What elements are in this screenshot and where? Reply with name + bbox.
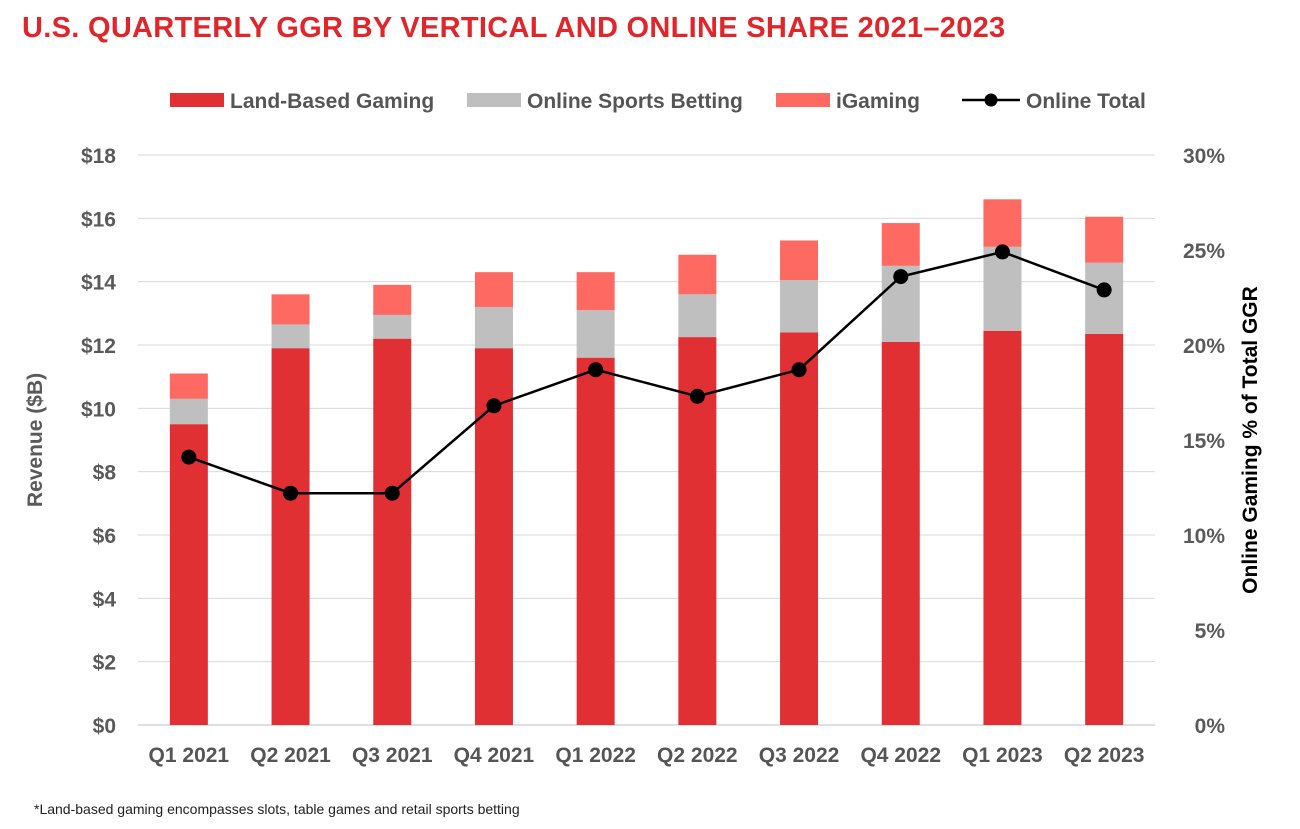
x-tick-label: Q1 2022 (555, 744, 636, 767)
bar-online-sports-betting (169, 398, 208, 425)
bar-online-sports-betting (678, 294, 717, 338)
bar-igaming (271, 294, 310, 325)
y-tick-label: $16 (81, 208, 116, 231)
bar-land-based-gaming (576, 357, 615, 725)
x-tick-label: Q3 2022 (759, 744, 840, 767)
x-tick-label: Q2 2021 (250, 744, 331, 767)
legend-label-igaming: iGaming (836, 90, 920, 113)
footnote: *Land-based gaming encompasses slots, ta… (34, 801, 520, 817)
bar-land-based-gaming (373, 338, 412, 725)
y2-axis-ticks: 0% 5% 10% 15% 20% 25% 30% (1183, 145, 1225, 738)
bar-igaming (373, 284, 412, 315)
y2-tick-label: 15% (1183, 430, 1225, 453)
y-axis-ticks: $0 $2 $4 $6 $8 $10 $12 $14 $16 $18 (81, 145, 116, 738)
bar-land-based-gaming (881, 341, 920, 725)
bar-igaming (576, 272, 615, 311)
x-tick-label: Q4 2022 (860, 744, 941, 767)
bar-igaming (780, 240, 819, 281)
bar-land-based-gaming (1085, 333, 1124, 725)
x-tick-label: Q2 2022 (657, 744, 738, 767)
bar-igaming (983, 199, 1022, 247)
x-axis-ticks: Q1 2021 Q2 2021 Q3 2021 Q4 2021 Q1 2022 Q2 20… (149, 744, 1145, 767)
bar-online-sports-betting (1085, 262, 1124, 334)
x-tick-label: Q1 2021 (149, 744, 230, 767)
chart-title: U.S. QUARTERLY GGR BY VERTICAL AND ONLIN… (22, 12, 1006, 44)
x-tick-label: Q4 2021 (454, 744, 535, 767)
y-tick-label: $14 (81, 272, 116, 295)
y2-tick-label: 0% (1195, 715, 1226, 738)
legend-swatch-online-sports-betting (467, 93, 521, 107)
bar-land-based-gaming (271, 348, 310, 725)
legend-swatch-igaming (776, 93, 830, 107)
bar-online-sports-betting (780, 280, 819, 333)
y-tick-label: $4 (93, 588, 117, 611)
x-tick-label: Q3 2021 (352, 744, 433, 767)
online-total-point (384, 485, 400, 501)
legend-label-online-total: Online Total (1026, 90, 1146, 113)
online-total-point (994, 244, 1010, 260)
bar-igaming (1085, 216, 1124, 263)
legend: Land-Based Gaming Online Sports Betting iG… (170, 90, 1146, 113)
bar-igaming (474, 272, 513, 307)
bar-land-based-gaming (169, 424, 208, 725)
y2-tick-label: 20% (1183, 335, 1225, 358)
y-tick-label: $12 (81, 335, 116, 358)
online-total-point (1096, 282, 1112, 298)
y-tick-label: $0 (93, 715, 116, 738)
y2-tick-label: 25% (1183, 240, 1225, 263)
legend-marker-online-total (984, 93, 998, 107)
y-tick-label: $6 (93, 525, 116, 548)
online-total-point (588, 362, 604, 378)
y2-tick-label: 10% (1183, 525, 1225, 548)
online-total-line (188, 250, 1105, 495)
online-total-point (689, 388, 705, 404)
bar-online-sports-betting (474, 307, 513, 349)
online-total-point (283, 485, 299, 501)
bar-online-sports-betting (373, 314, 412, 339)
online-total-line-layer (181, 244, 1112, 501)
legend-label-online-sports-betting: Online Sports Betting (527, 90, 743, 113)
y-axis-label: Revenue ($B) (24, 373, 47, 507)
online-total-point (791, 362, 807, 378)
bar-land-based-gaming (780, 332, 819, 725)
y2-axis-label: Online Gaming % of Total GGR (1239, 286, 1262, 594)
y-tick-label: $2 (93, 652, 116, 675)
legend-label-land-based-gaming: Land-Based Gaming (230, 90, 434, 113)
bar-igaming (881, 223, 920, 266)
legend-swatch-land-based-gaming (170, 93, 224, 107)
y2-tick-label: 30% (1183, 145, 1225, 168)
bar-land-based-gaming (983, 330, 1022, 725)
bar-igaming (678, 254, 717, 295)
online-total-point (486, 398, 502, 414)
online-total-point (181, 449, 197, 465)
x-tick-label: Q1 2023 (962, 744, 1043, 767)
y-tick-label: $18 (81, 145, 116, 168)
bar-igaming (169, 373, 208, 399)
bar-online-sports-betting (271, 324, 310, 349)
bar-online-sports-betting (983, 246, 1022, 331)
online-total-point (893, 269, 909, 285)
y-tick-label: $8 (93, 462, 117, 485)
y-tick-label: $10 (81, 398, 116, 421)
x-tick-label: Q2 2023 (1064, 744, 1145, 767)
bars (169, 199, 1124, 725)
bar-online-sports-betting (576, 310, 615, 358)
y2-tick-label: 5% (1195, 620, 1226, 643)
